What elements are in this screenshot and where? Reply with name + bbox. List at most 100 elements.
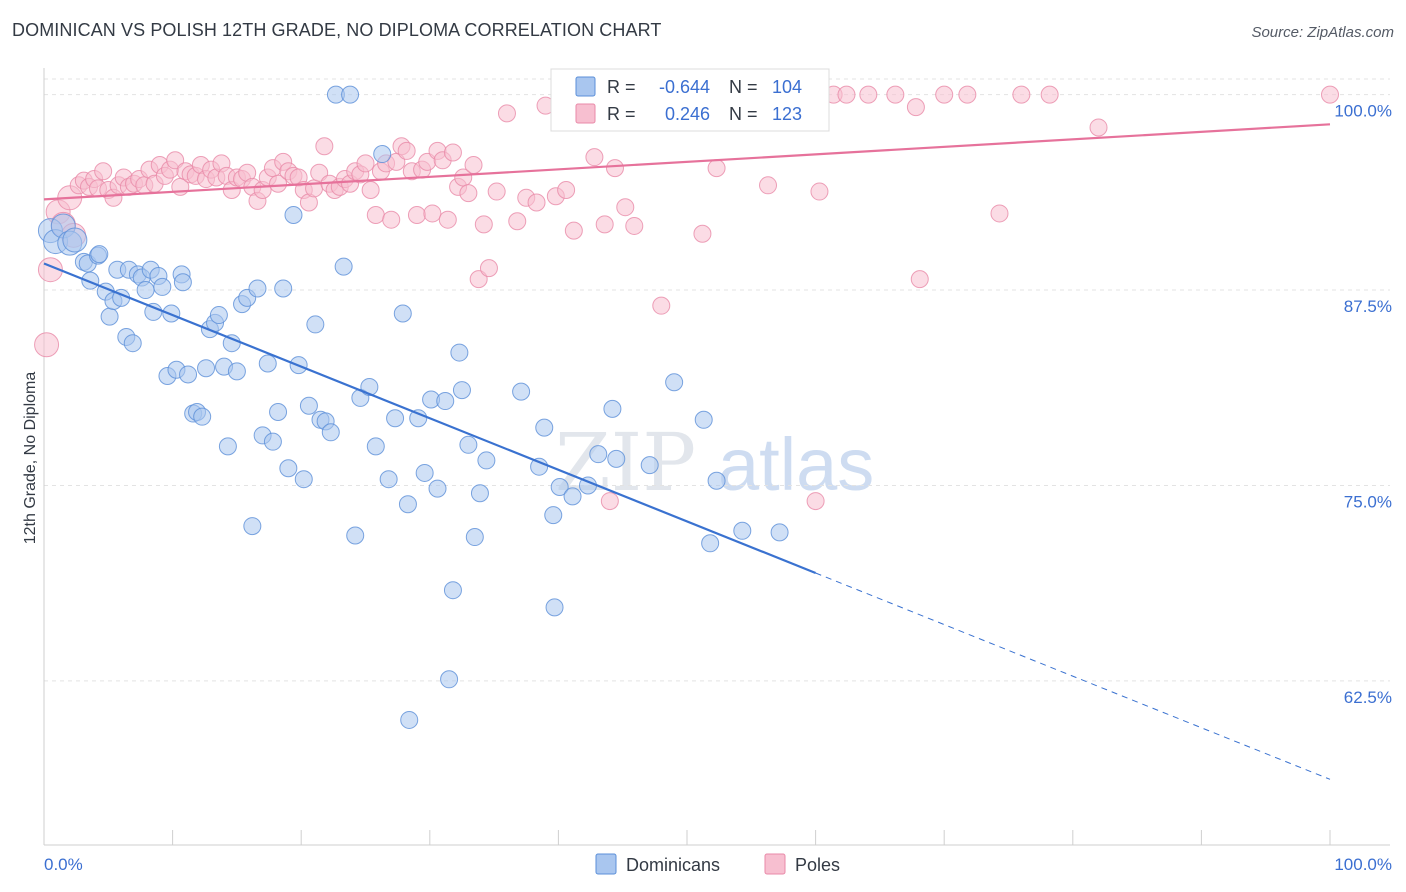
dominicans-point-11 [100,307,119,326]
stats-box: R = -0.644 N = 104 R = 0.246 N = 123 [550,68,830,132]
poles-point-128 [600,492,619,511]
poles-point-107 [693,224,712,243]
dominicans-point-89 [544,506,563,525]
y-tick-label-1: 87.5% [1344,297,1392,316]
poles-point-78 [438,210,457,229]
dominicans-point-88 [535,418,554,437]
dominicans-point-55 [299,396,318,415]
dominicans-point-87 [530,457,549,476]
dominicans-point-54 [294,470,313,489]
legend: Dominicans Poles [595,853,840,875]
y-tick-label-2: 75.0% [1344,492,1392,511]
poles-point-101 [625,216,644,235]
poles-point-86 [479,259,498,278]
stats-r-value-poles: 0.246 [665,104,710,124]
dominicans-point-20 [136,281,155,300]
poles-point-88 [497,104,516,123]
source-credit: Source: ZipAtlas.com [1251,24,1394,41]
dominicans-point-77 [443,581,462,600]
poles-point-95 [564,221,583,240]
dominicans-point-33 [193,407,212,426]
poles-point-0 [34,332,60,358]
stats-swatch-poles [575,103,596,124]
y-tick-labels: 100.0% 87.5% 75.0% 62.5% [1334,102,1392,707]
poles-point-123 [1012,85,1031,104]
dominicans-point-24 [153,277,172,296]
chart-title: DOMINICAN VS POLISH 12TH GRADE, NO DIPLO… [12,20,662,40]
dominicans-point-99 [694,410,713,429]
dominicans-point-22 [144,302,163,321]
poles-point-111 [759,176,778,195]
dominicans-point-94 [589,445,608,464]
legend-item-poles[interactable]: Poles [764,853,840,875]
stats-r-label-poles: R = [607,104,636,124]
x-axis-ticks [43,830,1331,845]
poles-point-85 [474,215,493,234]
stats-box-frame [550,68,830,132]
poles-point-83 [464,155,483,174]
poles-point-116 [859,85,878,104]
poles-point-79 [443,143,462,162]
poles-point-98 [595,215,614,234]
dominicans-point-100 [701,534,720,553]
legend-label-poles: Poles [795,855,840,875]
dominicans-point-37 [209,306,228,325]
poles-point-82 [459,184,478,203]
dominicans-point-72 [409,409,428,428]
poles-point-11 [94,162,113,181]
poles-point-125 [1089,118,1108,137]
dominicans-point-90 [550,478,569,497]
stats-r-label-dominicans: R = [607,77,636,97]
dominicans-point-30 [179,365,198,384]
dominicans-point-82 [465,528,484,547]
dominicans-point-59 [321,423,340,442]
poles-point-67 [382,210,401,229]
dominicans-point-91 [545,598,564,617]
poles-point-113 [810,182,829,201]
dominicans-point-73 [415,463,434,482]
poles-point-75 [423,204,442,223]
stats-n-value-poles: 123 [772,104,802,124]
poles-point-62 [356,154,375,173]
poles-point-25 [166,151,185,170]
dominicans-point-50 [274,279,293,298]
dominicans-point-34 [197,359,216,378]
poles-point-118 [906,98,925,117]
dominicans-point-97 [640,456,659,475]
dominicans-point-101 [707,471,726,490]
poles-point-54 [315,137,334,156]
watermark-atlas: atlas [718,423,874,506]
poles-points [34,85,1339,511]
poles-point-120 [935,85,954,104]
dominicans-point-95 [603,399,622,418]
dominicans-point-67 [373,145,392,164]
stats-n-label-dominicans: N = [729,77,758,97]
dominicans-point-41 [227,362,246,381]
poles-point-63 [361,180,380,199]
poles-point-89 [508,212,527,231]
poles-point-53 [310,163,329,182]
legend-label-dominicans: Dominicans [626,855,720,875]
dominicans-point-47 [258,354,277,373]
x-tick-label-100: 100.0% [1334,855,1392,874]
poles-point-121 [958,85,977,104]
dominicans-point-81 [459,435,478,454]
poles-point-104 [652,296,671,315]
poles-point-117 [886,85,905,104]
poles-point-45 [269,174,288,193]
trend-lines [43,123,1331,780]
dominicans-point-29 [173,273,192,292]
dominicans-point-39 [218,437,237,456]
poles-point-124 [1040,85,1059,104]
dominicans-point-86 [512,382,531,401]
dominicans-point-62 [341,85,360,104]
dominicans-point-98 [665,373,684,392]
poles-point-70 [397,141,416,160]
poles-point-100 [616,198,635,217]
poles-point-126 [1321,85,1339,104]
legend-item-dominicans[interactable]: Dominicans [595,853,720,875]
dominicans-point-66 [366,437,385,456]
poles-point-87 [487,182,506,201]
poles-point-122 [990,204,1009,223]
